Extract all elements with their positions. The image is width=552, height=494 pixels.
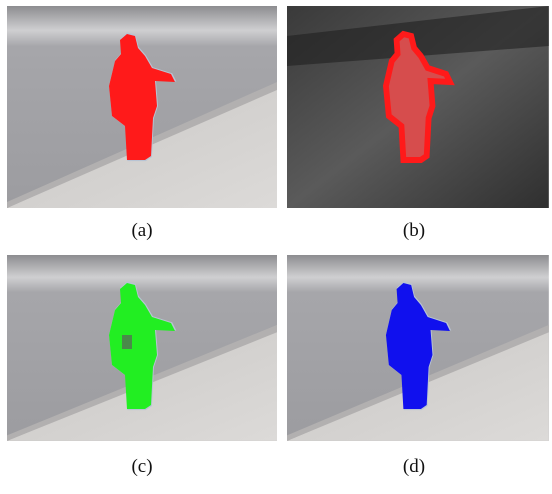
panel-b bbox=[287, 6, 549, 208]
figure: (a) (b) (c) (d) bbox=[0, 0, 552, 489]
caption: (c) bbox=[131, 456, 152, 477]
caption: (a) bbox=[131, 220, 152, 241]
caption: (d) bbox=[403, 456, 425, 477]
panel-d bbox=[287, 255, 549, 441]
page: (a) (b) (c) (d) (() => { const data = JS… bbox=[0, 0, 552, 489]
caption: (b) bbox=[403, 220, 425, 241]
panel-a bbox=[7, 6, 277, 208]
panel-c bbox=[7, 255, 277, 441]
